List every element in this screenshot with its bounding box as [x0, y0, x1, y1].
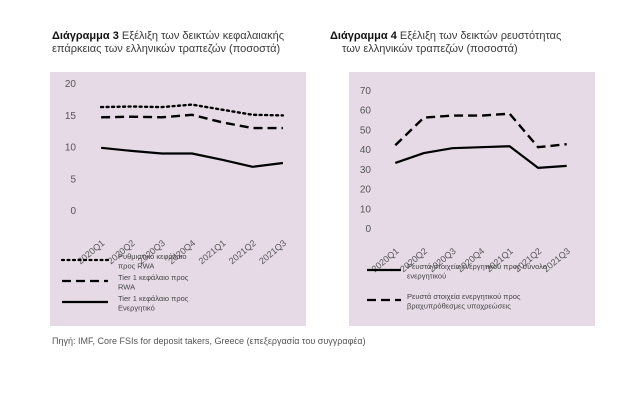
series-line-2 — [394, 112, 567, 149]
series-line-1 — [394, 145, 567, 170]
chart-3-title-text: Εξέλιξη των δεικτών κεφαλαιακής — [118, 30, 285, 42]
y-tick-label: 50 — [360, 125, 372, 136]
series-line-2 — [101, 113, 283, 130]
legend-label: Ρευστά στοιχεία ενεργητικού προς σύνολο — [407, 262, 547, 271]
x-tick-label: 2021Q1 — [197, 238, 228, 266]
chart-4-title-text: Εξέλιξη των δεικτών ρευστότητας — [396, 30, 562, 42]
y-tick-label: 10 — [360, 204, 372, 215]
chart-3-title: Διάγραμμα 3 Εξέλιξη των δεικτών κεφαλαια… — [52, 30, 302, 56]
y-tick-label: 15 — [65, 111, 77, 122]
chart-4-title-line2: των ελληνικών τραπεζών (ποσοστά) — [342, 43, 518, 55]
y-tick-label: 70 — [360, 86, 372, 97]
y-tick-label: 60 — [360, 106, 372, 117]
y-tick-label: 5 — [70, 174, 76, 185]
legend-label: Tier 1 κεφάλαιο προς — [118, 273, 189, 282]
x-tick-label: 2020Q1 — [75, 238, 106, 266]
x-tick-label: 2021Q2 — [227, 238, 258, 266]
legend-label: ενεργητικού — [407, 272, 446, 281]
legend-label: βραχυπρόθεσμες υποχρεώσεις — [407, 302, 511, 311]
chart-4-title: Διάγραμμα 4 Εξέλιξη των δεικτών ρευστότη… — [330, 30, 590, 56]
legend-label: Ενεργητικό — [118, 304, 155, 313]
legend-label: Ρυθμιστικό κεφάλαιο — [118, 252, 187, 261]
y-tick-label: 20 — [65, 79, 77, 90]
y-tick-label: 10 — [65, 143, 77, 154]
legend-label: Tier 1 κεφάλαιο προς — [118, 294, 189, 303]
y-tick-label: 40 — [360, 145, 372, 156]
legend-label: RWA — [118, 283, 135, 292]
series-line-3 — [100, 146, 284, 168]
chart-3-panel: 0 5 10 15 20 2020Q1 2020Q2 2020Q3 2020Q4 2021Q1 20… — [50, 72, 306, 326]
y-tick-label: 0 — [70, 206, 76, 217]
y-tick-label: 20 — [360, 185, 372, 196]
series-line-1 — [99, 103, 285, 117]
chart-4-svg: 0102030405060702020Q12020Q22020Q32020Q42… — [360, 86, 572, 311]
y-tick-label: 30 — [360, 165, 372, 176]
chart-4-title-label: Διάγραμμα 4 — [330, 30, 397, 42]
y-tick-label: 0 — [365, 224, 371, 235]
source-note: Πηγή: IMF, Core FSIs for deposit takers,… — [52, 336, 366, 346]
legend-label: Ρευστά στοιχεία ενεργητικού προς — [407, 292, 521, 301]
chart-3-title-label: Διάγραμμα 3 — [52, 30, 119, 42]
x-tick-label: 2021Q3 — [257, 238, 288, 266]
chart-3-title-line2: επάρκειας των ελληνικών τραπεζών (ποσοστ… — [52, 43, 281, 55]
chart-4-panel: 0 10 20 30 40 50 60 70 2020Q1 2020Q2 2020Q3 2020Q4 2… — [349, 72, 595, 326]
legend-label: προς RWA — [118, 262, 154, 271]
